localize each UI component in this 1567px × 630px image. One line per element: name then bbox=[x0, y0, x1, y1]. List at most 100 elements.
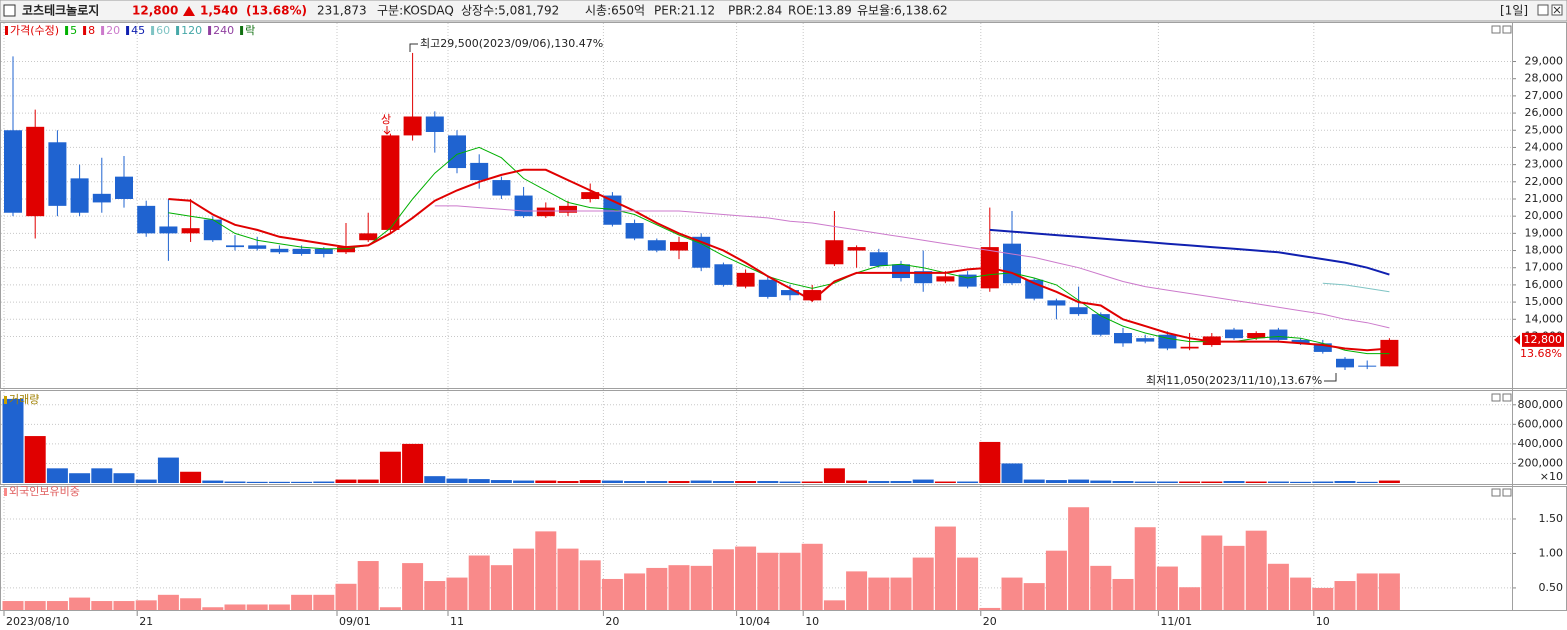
bar bbox=[1245, 481, 1267, 483]
volume: 231,873 bbox=[317, 4, 367, 18]
candle-body bbox=[425, 116, 444, 132]
bar bbox=[468, 479, 490, 483]
bar bbox=[712, 549, 734, 610]
x-tick-label: 20 bbox=[605, 615, 619, 628]
bar bbox=[868, 481, 890, 483]
bar bbox=[2, 398, 24, 483]
up-arrow-icon bbox=[183, 6, 195, 16]
bar bbox=[1023, 479, 1045, 483]
bar bbox=[601, 480, 623, 483]
y-tick-label: 14,000 bbox=[1525, 312, 1564, 325]
volume-title: 거래량 bbox=[9, 393, 39, 406]
interval[interactable]: [1일] bbox=[1500, 4, 1528, 18]
x-tick-label: 11 bbox=[450, 615, 464, 628]
candle-body bbox=[781, 290, 799, 296]
candle-body bbox=[359, 233, 378, 241]
bar bbox=[91, 468, 113, 483]
bar bbox=[379, 451, 401, 483]
candle-body bbox=[137, 205, 156, 234]
bar bbox=[157, 457, 179, 483]
candle-body bbox=[492, 180, 511, 196]
panel-close-button[interactable] bbox=[1502, 25, 1512, 34]
legend-label: 8 bbox=[88, 24, 95, 37]
legend-swatch bbox=[151, 26, 155, 35]
moving-average-line bbox=[989, 228, 1390, 276]
bar bbox=[624, 481, 646, 483]
bar bbox=[890, 577, 912, 610]
candle-body bbox=[181, 228, 200, 234]
limit-up-mark: 상 bbox=[381, 113, 391, 126]
panel-close-button[interactable] bbox=[1502, 393, 1512, 402]
bar bbox=[1378, 573, 1400, 610]
bar bbox=[868, 577, 890, 610]
bar bbox=[1179, 481, 1201, 483]
candle-body bbox=[26, 126, 45, 217]
y-tick-label: 18,000 bbox=[1525, 244, 1564, 257]
x-tick-label: 20 bbox=[983, 615, 997, 628]
bar bbox=[1312, 481, 1334, 483]
candle-body bbox=[270, 248, 289, 253]
bar bbox=[1312, 587, 1334, 610]
bar bbox=[1112, 481, 1134, 483]
bar bbox=[690, 565, 712, 610]
bar bbox=[579, 560, 601, 610]
candle-body bbox=[892, 264, 910, 279]
bar bbox=[1068, 507, 1090, 610]
candle-body bbox=[1247, 333, 1266, 339]
annotation-arrow bbox=[409, 43, 418, 52]
bar bbox=[135, 479, 157, 483]
candle-body bbox=[1225, 329, 1243, 339]
candle-body bbox=[869, 252, 888, 266]
x-tick-label: 10 bbox=[1316, 615, 1330, 628]
candle-body bbox=[1158, 334, 1177, 349]
bar bbox=[1290, 577, 1312, 610]
bar bbox=[313, 481, 335, 483]
x-tick-label: 21 bbox=[139, 615, 153, 628]
candle-body bbox=[714, 264, 733, 285]
checkbox[interactable] bbox=[3, 4, 16, 17]
bar bbox=[69, 473, 91, 483]
panel-max-button[interactable] bbox=[1491, 25, 1501, 34]
legend-swatch bbox=[240, 26, 244, 35]
bar bbox=[1045, 550, 1067, 610]
y-tick-label: 21,000 bbox=[1525, 192, 1564, 205]
candle-body bbox=[1003, 243, 1021, 284]
panel-buttons bbox=[1491, 25, 1512, 497]
candle-body bbox=[448, 135, 466, 169]
bar bbox=[46, 601, 68, 610]
bar bbox=[1023, 583, 1045, 610]
bar bbox=[979, 607, 1001, 610]
x-tick-label: 10 bbox=[805, 615, 819, 628]
market-cap: 시총:650억 bbox=[585, 4, 645, 18]
moving-average-line bbox=[434, 205, 1390, 329]
bar bbox=[202, 480, 224, 483]
bar bbox=[335, 479, 357, 483]
legend-label: 45 bbox=[131, 24, 145, 37]
y-tick-label: 27,000 bbox=[1525, 89, 1564, 102]
candle-body bbox=[758, 279, 777, 297]
legend-label: 5 bbox=[70, 24, 77, 37]
y-tick-label: 25,000 bbox=[1525, 123, 1564, 136]
candle-body bbox=[736, 272, 755, 287]
y-tick-label: 29,000 bbox=[1525, 55, 1564, 68]
bar bbox=[135, 600, 157, 610]
x-tick-label: 2023/08/10 bbox=[6, 615, 69, 628]
candle-body bbox=[670, 241, 688, 251]
bar bbox=[24, 436, 46, 483]
restore-button[interactable] bbox=[1537, 4, 1549, 16]
price-change-pct: (13.68%) bbox=[246, 4, 307, 18]
panel-close-button[interactable] bbox=[1502, 488, 1512, 497]
low-annotation: 최저11,050(2023/11/10),13.67% bbox=[1146, 374, 1322, 387]
candle-body bbox=[48, 142, 67, 206]
market: 구분:KOSDAQ bbox=[377, 4, 454, 18]
bar bbox=[579, 480, 601, 483]
legend-swatch bbox=[126, 26, 130, 35]
bar bbox=[779, 481, 801, 483]
candle-body bbox=[70, 178, 89, 213]
panel-max-button[interactable] bbox=[1491, 393, 1501, 402]
panel-max-button[interactable] bbox=[1491, 488, 1501, 497]
limit-up-arrow bbox=[383, 126, 391, 135]
bar bbox=[646, 481, 668, 483]
y-tick-label: 26,000 bbox=[1525, 106, 1564, 119]
